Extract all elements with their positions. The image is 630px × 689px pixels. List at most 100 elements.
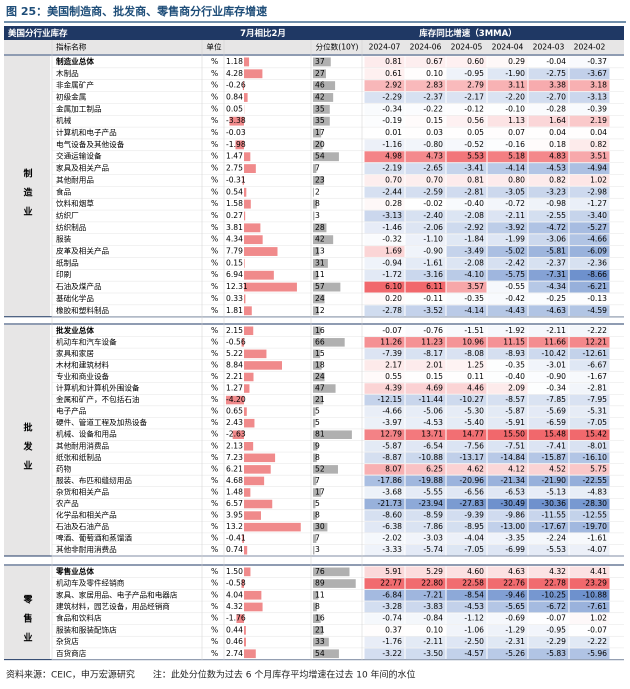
growth-value: -2.65 — [423, 164, 443, 173]
growth-value: -1.90 — [505, 69, 525, 78]
growth-value: -2.59 — [423, 187, 443, 196]
growth-value: -2.19 — [382, 164, 402, 173]
percentile-value: 24 — [315, 294, 325, 303]
change-value: 0.65 — [226, 407, 243, 416]
growth-value: -1.99 — [505, 235, 525, 244]
row-name: 食品和饮料店 — [56, 613, 102, 623]
growth-value: -2.02 — [382, 534, 402, 543]
growth-value: -7.51 — [505, 441, 525, 450]
percentile-value: 16 — [315, 614, 325, 623]
growth-value: -7.95 — [587, 395, 607, 404]
percentile-value: 76 — [315, 567, 325, 576]
percentile-value: 54 — [315, 152, 325, 161]
growth-value: 3.51 — [590, 152, 607, 161]
growth-value: -3.92 — [505, 223, 525, 232]
growth-value: -2.20 — [505, 92, 525, 101]
growth-value: -3.06 — [546, 235, 566, 244]
growth-value: -19.88 — [419, 476, 444, 485]
growth-value: -4.43 — [505, 306, 525, 315]
change-value: -2.63 — [226, 430, 246, 439]
column-header: 2024-05 — [451, 43, 483, 52]
percentile-value: 11 — [315, 590, 325, 599]
growth-value: -2.08 — [464, 211, 484, 220]
row-unit: % — [211, 187, 218, 196]
growth-value: -5.40 — [464, 418, 484, 427]
growth-value: -20.96 — [460, 476, 485, 485]
row-unit: % — [211, 69, 218, 78]
row-unit: % — [211, 104, 218, 113]
percentile-value: 24 — [315, 372, 325, 381]
growth-value: -0.94 — [382, 258, 402, 267]
percentile-bar — [313, 188, 314, 197]
growth-value: -0.07 — [546, 614, 566, 623]
row-name: 化学品和相关产品 — [56, 510, 117, 520]
growth-value: -8.60 — [382, 511, 402, 520]
percentile-value: 47 — [315, 384, 325, 393]
row-name: 机械 — [56, 115, 72, 125]
growth-value: -19.70 — [583, 522, 608, 531]
change-bar — [244, 546, 247, 555]
growth-value: -8.66 — [587, 270, 607, 279]
growth-value: -12.15 — [378, 395, 403, 404]
change-value: 4.04 — [226, 590, 243, 599]
growth-value: -2.08 — [464, 258, 484, 267]
growth-value: -0.11 — [423, 294, 443, 303]
row-unit: % — [211, 140, 218, 149]
growth-value: 5.91 — [385, 567, 402, 576]
change-bar — [244, 283, 297, 292]
growth-value: -0.80 — [423, 140, 443, 149]
change-value: -0.41 — [226, 534, 246, 543]
row-name: 批发业总体 — [56, 325, 94, 335]
growth-value: 2.92 — [385, 81, 402, 90]
column-header: 2024-06 — [410, 43, 442, 52]
growth-value: -0.35 — [464, 294, 484, 303]
growth-value: -5.13 — [546, 487, 566, 496]
change-value: 2.21 — [226, 372, 243, 381]
column-header: 分位数(10Y) — [315, 42, 358, 52]
change-value: 0.15 — [226, 258, 243, 267]
change-bar — [244, 212, 245, 221]
growth-value: -0.12 — [464, 104, 484, 113]
footer-note: 资料来源：CEIC，申万宏源研究 注：此处分位数为过去 6 个月库存平均增速在过… — [6, 669, 416, 681]
percentile-value: 5 — [315, 418, 320, 427]
growth-value: -3.13 — [382, 211, 402, 220]
growth-value: -6.21 — [587, 282, 607, 291]
change-value: 0.84 — [226, 92, 243, 101]
figure-title: 图 25：美国制造商、批发商、零售商分行业库存增速 — [6, 4, 267, 18]
change-value: 0.33 — [226, 294, 243, 303]
growth-value: -2.29 — [546, 637, 566, 646]
growth-value: -1.12 — [464, 614, 484, 623]
growth-value: 0.18 — [549, 140, 566, 149]
percentile-value: 28 — [315, 223, 325, 232]
change-value: 2.43 — [226, 418, 243, 427]
row-unit: % — [211, 487, 218, 496]
change-value: 4.32 — [226, 602, 243, 611]
growth-value: -7.41 — [546, 441, 566, 450]
growth-value: -4.66 — [382, 407, 402, 416]
row-unit: % — [211, 128, 218, 137]
row-name: 机动车和汽车设备 — [56, 336, 117, 346]
growth-value: -0.19 — [382, 116, 402, 125]
growth-value: 1.13 — [508, 116, 525, 125]
percentile-value: 89 — [315, 579, 325, 588]
growth-value: -4.66 — [587, 235, 607, 244]
growth-value: 0.07 — [508, 128, 525, 137]
growth-value: -3.03 — [423, 534, 443, 543]
change-value: 1.81 — [226, 306, 243, 315]
percentile-value: 2 — [315, 187, 320, 196]
growth-value: -10.88 — [583, 590, 608, 599]
percentile-value: 17 — [315, 487, 325, 496]
growth-value: -2.37 — [546, 258, 566, 267]
growth-value: 0.70 — [385, 175, 402, 184]
row-unit: % — [211, 337, 218, 346]
row-name: 非金属矿产 — [56, 80, 94, 90]
row-name: 家具和家居 — [56, 348, 94, 358]
growth-value: -4.14 — [464, 306, 484, 315]
growth-value: -10.27 — [460, 395, 485, 404]
growth-value: -6.09 — [587, 247, 607, 256]
row-name: 杂货和相关产品 — [56, 486, 110, 496]
growth-value: 4.12 — [508, 464, 525, 473]
growth-value: -1.29 — [505, 625, 525, 634]
growth-value: -4.57 — [464, 649, 484, 658]
growth-value: -13.17 — [460, 453, 485, 462]
